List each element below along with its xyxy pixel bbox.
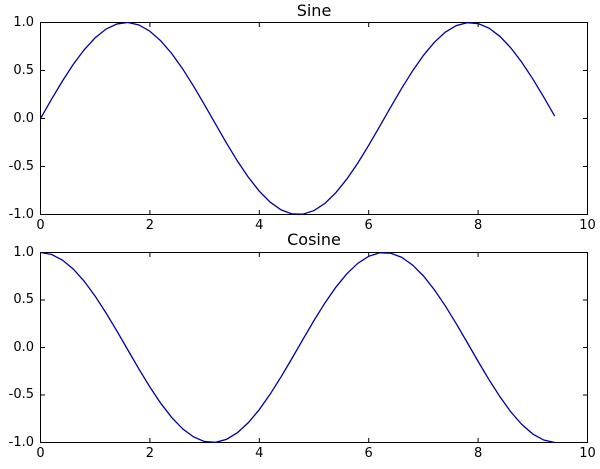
sine-subplot-title: Sine [296, 1, 332, 20]
x-tick-label: 6 [364, 446, 373, 461]
x-tick-label: 4 [255, 218, 264, 233]
x-tick-label: 0 [36, 446, 45, 461]
y-tick-label: -0.5 [8, 158, 34, 174]
y-tick-label: 0.5 [13, 292, 34, 307]
sine-axes [40, 22, 588, 215]
cosine-subplot-title: Cosine [287, 230, 341, 249]
plot-canvas [40, 252, 588, 443]
y-tick-label: 0.0 [13, 339, 34, 355]
y-tick-label: 0.0 [13, 110, 34, 126]
axes-spines [40, 252, 588, 443]
x-tick-label: 2 [145, 218, 155, 233]
x-tick-label: 10 [579, 218, 596, 233]
y-tick-label: 1.0 [13, 14, 34, 30]
x-tick-label: 6 [364, 218, 373, 233]
x-tick-label: 4 [255, 446, 264, 461]
x-tick-label: 10 [579, 446, 596, 461]
y-tick-label: -0.5 [8, 387, 34, 402]
cosine-curve [40, 252, 555, 443]
x-tick-label: 8 [473, 218, 483, 233]
axes-spines [40, 22, 588, 215]
x-tick-label: 8 [473, 446, 483, 461]
y-tick-label: -1.0 [8, 206, 34, 222]
x-tick-label: 0 [36, 218, 45, 233]
y-tick-label: 1.0 [13, 244, 34, 260]
y-tick-label: 0.5 [13, 62, 34, 78]
y-tick-label: -1.0 [8, 434, 34, 450]
cosine-axes [40, 252, 588, 443]
x-tick-label: 2 [145, 446, 155, 461]
sine-curve [40, 22, 556, 215]
plot-canvas [40, 22, 588, 215]
